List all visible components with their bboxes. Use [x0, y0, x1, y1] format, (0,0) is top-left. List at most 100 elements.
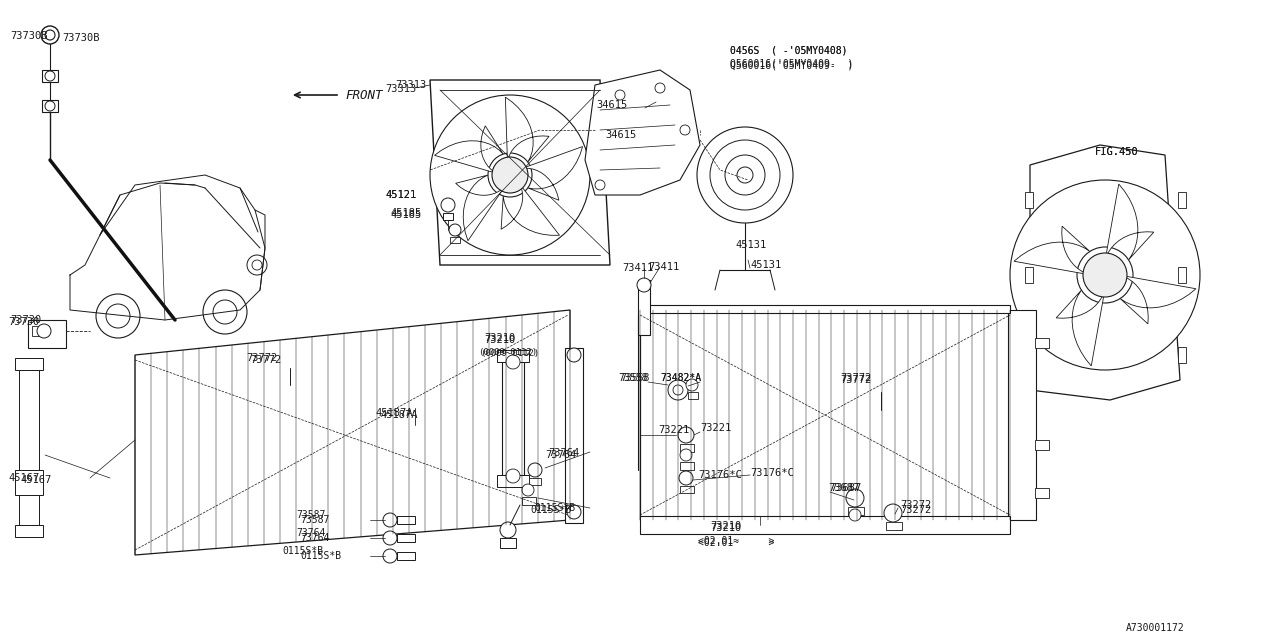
Circle shape — [500, 165, 520, 185]
Circle shape — [45, 101, 55, 111]
Circle shape — [506, 355, 520, 369]
Text: 73558: 73558 — [620, 373, 649, 383]
Circle shape — [680, 449, 692, 461]
Text: 73210: 73210 — [484, 333, 516, 343]
Text: 45121: 45121 — [385, 190, 416, 200]
Bar — [637, 280, 650, 335]
Text: (0009-0112): (0009-0112) — [480, 349, 539, 358]
Text: Q560016('05MY0409-  ): Q560016('05MY0409- ) — [730, 60, 854, 70]
Text: 73176*C: 73176*C — [698, 470, 741, 480]
Bar — [870, 370, 892, 392]
Circle shape — [686, 379, 698, 391]
Circle shape — [884, 504, 902, 522]
Polygon shape — [1119, 275, 1196, 324]
Bar — [42, 70, 58, 82]
Text: 73772: 73772 — [246, 353, 278, 363]
Bar — [28, 320, 67, 348]
Text: 73411: 73411 — [622, 263, 653, 273]
Text: <02.01~     >: <02.01~ > — [698, 538, 774, 548]
Bar — [680, 462, 694, 470]
Text: 73482*A: 73482*A — [660, 373, 701, 383]
Text: 73221: 73221 — [700, 423, 731, 433]
Text: 73482*A: 73482*A — [660, 373, 701, 383]
Text: 0115S*B: 0115S*B — [530, 505, 571, 515]
Text: 73687: 73687 — [829, 483, 861, 493]
Text: 0115S*B: 0115S*B — [282, 546, 323, 556]
Bar — [640, 305, 1010, 313]
Bar — [397, 534, 415, 542]
Text: 73210: 73210 — [710, 523, 741, 533]
Bar — [500, 538, 516, 548]
Bar — [886, 522, 902, 530]
Circle shape — [1083, 253, 1126, 297]
Text: FRONT: FRONT — [346, 88, 383, 102]
Circle shape — [410, 424, 421, 436]
Bar — [32, 326, 44, 336]
Bar — [15, 470, 44, 495]
Circle shape — [678, 471, 692, 485]
Polygon shape — [1014, 226, 1091, 275]
Bar — [1178, 347, 1187, 363]
Circle shape — [724, 155, 765, 195]
Bar — [502, 355, 524, 475]
Text: 45187A: 45187A — [375, 408, 412, 418]
Circle shape — [407, 382, 422, 398]
Circle shape — [673, 385, 684, 395]
Text: 0115S*B: 0115S*B — [534, 503, 575, 513]
Circle shape — [96, 294, 140, 338]
Text: FIG.450: FIG.450 — [1094, 147, 1139, 157]
Text: 73687: 73687 — [828, 483, 859, 493]
Text: 45185: 45185 — [390, 210, 421, 220]
Bar — [1025, 267, 1033, 283]
Bar — [1025, 192, 1033, 208]
Circle shape — [247, 255, 268, 275]
Bar — [689, 392, 698, 399]
Text: 73730: 73730 — [10, 315, 41, 325]
Circle shape — [442, 198, 454, 212]
Circle shape — [492, 157, 529, 193]
Text: 45131: 45131 — [750, 260, 781, 270]
Bar — [42, 100, 58, 112]
Text: 73764: 73764 — [548, 448, 580, 458]
Bar — [451, 237, 460, 243]
Circle shape — [1076, 247, 1133, 303]
Bar — [497, 475, 529, 487]
Polygon shape — [1105, 184, 1153, 261]
Circle shape — [567, 505, 581, 519]
Bar — [680, 486, 694, 493]
Circle shape — [212, 300, 237, 324]
Circle shape — [567, 348, 581, 362]
Polygon shape — [434, 126, 503, 173]
Bar — [410, 398, 421, 406]
Circle shape — [678, 427, 694, 443]
Text: 0115S*B: 0115S*B — [300, 551, 342, 561]
Text: FIG.450: FIG.450 — [1094, 147, 1139, 157]
Bar — [1178, 267, 1187, 283]
Circle shape — [506, 469, 520, 483]
Text: 73764: 73764 — [545, 450, 576, 460]
Text: 73210: 73210 — [484, 335, 516, 345]
Bar — [15, 525, 44, 537]
Text: 0456S  ( -'05MY0408): 0456S ( -'05MY0408) — [730, 45, 847, 55]
Bar — [1009, 310, 1036, 520]
Circle shape — [614, 90, 625, 100]
Bar — [280, 348, 300, 368]
Bar — [529, 478, 541, 485]
Polygon shape — [430, 80, 611, 265]
Circle shape — [698, 127, 794, 223]
Text: 73587: 73587 — [296, 510, 325, 520]
Circle shape — [37, 324, 51, 338]
Bar — [397, 516, 415, 524]
Polygon shape — [585, 70, 700, 195]
Text: 73772: 73772 — [840, 375, 872, 385]
Circle shape — [655, 83, 666, 93]
Text: 45131: 45131 — [735, 240, 767, 250]
Text: 73587: 73587 — [300, 515, 329, 525]
Text: 0456S  ( -'05MY0408): 0456S ( -'05MY0408) — [730, 45, 847, 55]
Circle shape — [488, 153, 532, 197]
Polygon shape — [640, 310, 1010, 520]
Circle shape — [383, 513, 397, 527]
Circle shape — [529, 463, 541, 477]
Bar — [1036, 488, 1050, 498]
Bar — [1178, 192, 1187, 208]
